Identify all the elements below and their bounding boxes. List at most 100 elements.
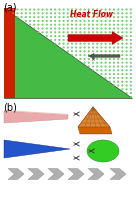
- Circle shape: [84, 13, 85, 14]
- Circle shape: [96, 43, 98, 44]
- Circle shape: [92, 54, 94, 56]
- Circle shape: [109, 32, 111, 33]
- Circle shape: [126, 92, 127, 94]
- Circle shape: [101, 66, 102, 67]
- Circle shape: [75, 32, 77, 33]
- Circle shape: [92, 35, 94, 37]
- Circle shape: [117, 32, 119, 33]
- Circle shape: [88, 62, 90, 64]
- Circle shape: [80, 24, 81, 25]
- Circle shape: [117, 85, 119, 86]
- Circle shape: [126, 9, 127, 10]
- Circle shape: [92, 66, 94, 67]
- Circle shape: [33, 20, 35, 22]
- Circle shape: [38, 16, 39, 18]
- Circle shape: [75, 43, 77, 44]
- Circle shape: [113, 35, 115, 37]
- Circle shape: [88, 32, 90, 33]
- Circle shape: [122, 28, 123, 29]
- Circle shape: [88, 13, 90, 14]
- Circle shape: [109, 16, 111, 18]
- Circle shape: [101, 16, 102, 18]
- Circle shape: [88, 66, 90, 67]
- Circle shape: [84, 43, 85, 44]
- Circle shape: [113, 58, 115, 60]
- Circle shape: [117, 20, 119, 22]
- Circle shape: [71, 39, 73, 41]
- Circle shape: [80, 39, 81, 41]
- Polygon shape: [8, 168, 24, 179]
- Circle shape: [50, 39, 52, 41]
- Circle shape: [38, 32, 39, 33]
- Circle shape: [29, 13, 31, 14]
- Text: $\times$: $\times$: [90, 55, 96, 63]
- Circle shape: [54, 20, 56, 22]
- Circle shape: [46, 9, 48, 10]
- Circle shape: [42, 13, 43, 14]
- Circle shape: [54, 13, 56, 14]
- Circle shape: [12, 13, 14, 14]
- Circle shape: [117, 9, 119, 10]
- Circle shape: [126, 77, 127, 79]
- Circle shape: [96, 54, 98, 56]
- Polygon shape: [4, 110, 68, 115]
- Circle shape: [42, 20, 43, 22]
- Circle shape: [105, 9, 106, 10]
- Circle shape: [88, 16, 90, 18]
- Circle shape: [105, 32, 106, 33]
- Circle shape: [126, 32, 127, 33]
- Circle shape: [59, 35, 60, 37]
- Circle shape: [113, 66, 115, 67]
- Polygon shape: [78, 107, 112, 134]
- Circle shape: [42, 9, 43, 10]
- Circle shape: [113, 32, 115, 33]
- Circle shape: [59, 39, 60, 41]
- Circle shape: [84, 58, 85, 60]
- Circle shape: [46, 13, 48, 14]
- Circle shape: [84, 28, 85, 29]
- Circle shape: [67, 39, 69, 41]
- Circle shape: [96, 24, 98, 25]
- Circle shape: [80, 47, 81, 48]
- Circle shape: [113, 28, 115, 29]
- Circle shape: [105, 39, 106, 41]
- Circle shape: [105, 70, 106, 71]
- Circle shape: [75, 16, 77, 18]
- Circle shape: [42, 32, 43, 33]
- Circle shape: [126, 88, 127, 90]
- Circle shape: [71, 43, 73, 44]
- Circle shape: [105, 58, 106, 60]
- Circle shape: [105, 24, 106, 25]
- Circle shape: [101, 54, 102, 56]
- Circle shape: [71, 28, 73, 29]
- Circle shape: [75, 28, 77, 29]
- Circle shape: [113, 47, 115, 48]
- Circle shape: [67, 32, 69, 33]
- Circle shape: [17, 16, 18, 18]
- Circle shape: [105, 73, 106, 75]
- Circle shape: [109, 51, 111, 52]
- Circle shape: [92, 13, 94, 14]
- Circle shape: [80, 13, 81, 14]
- Circle shape: [101, 47, 102, 48]
- Circle shape: [67, 16, 69, 18]
- Circle shape: [122, 20, 123, 22]
- Circle shape: [122, 58, 123, 60]
- Polygon shape: [88, 168, 104, 179]
- Circle shape: [67, 35, 69, 37]
- Circle shape: [33, 28, 35, 29]
- Circle shape: [84, 62, 85, 64]
- Circle shape: [50, 35, 52, 37]
- Circle shape: [88, 51, 90, 52]
- Circle shape: [88, 9, 90, 10]
- Circle shape: [38, 13, 39, 14]
- Circle shape: [130, 16, 132, 18]
- Circle shape: [109, 13, 111, 14]
- Circle shape: [84, 39, 85, 41]
- Circle shape: [75, 20, 77, 22]
- Circle shape: [105, 16, 106, 18]
- Circle shape: [75, 35, 77, 37]
- Circle shape: [117, 35, 119, 37]
- Circle shape: [130, 13, 132, 14]
- Circle shape: [105, 66, 106, 67]
